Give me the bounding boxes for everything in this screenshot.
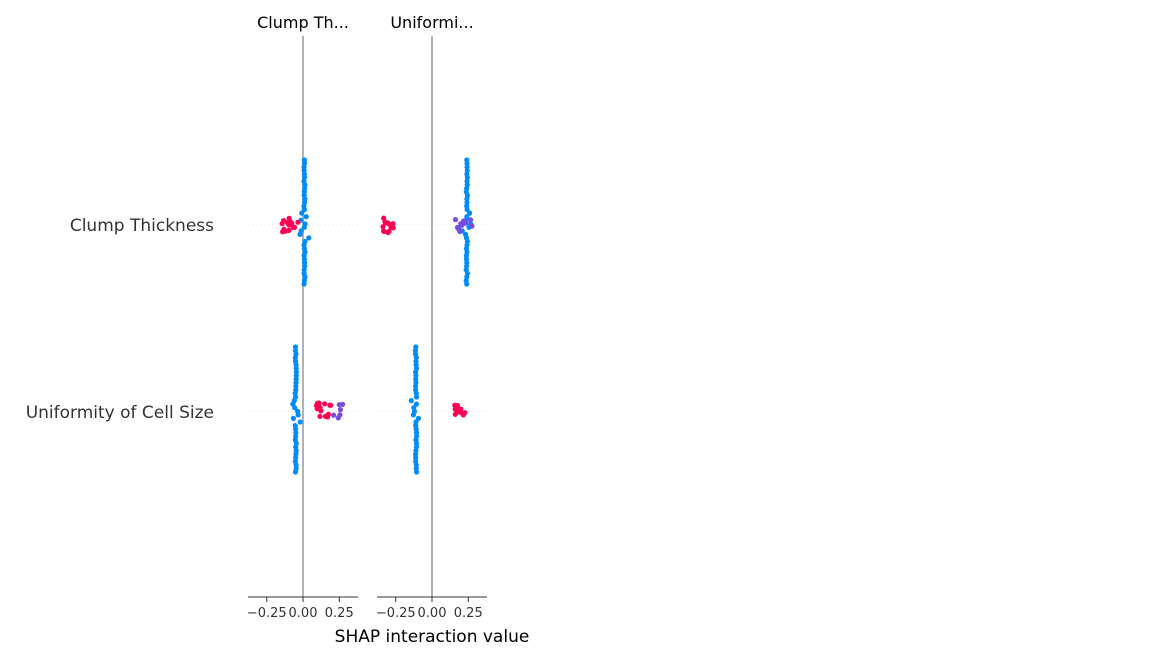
data-point [390, 221, 396, 227]
panel-clump-thickness: Clump Th... −0.25 0.00 0.25 [247, 13, 358, 621]
data-point [303, 214, 309, 220]
data-point [286, 215, 292, 221]
data-point [381, 228, 387, 234]
data-point [468, 217, 474, 223]
data-point [290, 224, 296, 230]
data-point [459, 222, 465, 228]
data-point [410, 412, 416, 418]
panel-dots [279, 157, 346, 475]
data-point [306, 235, 312, 241]
data-point [295, 412, 301, 418]
data-point [336, 402, 342, 408]
data-point [279, 221, 285, 227]
data-point [458, 406, 464, 412]
data-point [413, 401, 419, 407]
data-point [467, 210, 473, 216]
x-ticks: −0.25 0.00 0.25 [376, 597, 483, 621]
data-point [452, 402, 458, 408]
x-tick-label: 0.25 [454, 606, 483, 621]
x-tick-label: −0.25 [247, 606, 287, 621]
data-point [460, 412, 466, 418]
data-point [452, 406, 458, 412]
data-point [414, 469, 420, 475]
data-point [295, 219, 301, 225]
data-point [292, 405, 298, 411]
x-tick-label: −0.25 [376, 606, 416, 621]
data-point [316, 400, 322, 406]
data-point [337, 407, 343, 413]
data-point [317, 405, 323, 411]
data-point [331, 412, 337, 418]
feature-label-uniformity-of-cell-size: Uniformity of Cell Size [26, 403, 214, 423]
data-point [390, 225, 396, 231]
data-point [380, 224, 386, 230]
data-point [286, 227, 292, 233]
data-point [292, 469, 299, 475]
data-point [322, 401, 328, 407]
data-point [464, 281, 470, 287]
panel-dots [380, 157, 475, 475]
data-point [297, 419, 303, 425]
data-point [293, 369, 299, 375]
data-point [317, 413, 323, 419]
feature-label-clump-thickness: Clump Thickness [70, 216, 214, 236]
data-point [335, 415, 341, 421]
x-axis-title: SHAP interaction value [335, 627, 530, 647]
data-point [461, 218, 467, 224]
data-point [322, 413, 328, 419]
data-point [457, 228, 463, 235]
x-tick-label: 0.00 [418, 606, 447, 621]
data-point [469, 223, 475, 229]
x-tick-label: 0.00 [289, 606, 318, 621]
data-point [299, 210, 305, 216]
data-point [301, 281, 307, 287]
panel-title: Clump Th... [257, 13, 349, 32]
data-point [290, 415, 296, 421]
data-point [413, 394, 420, 400]
x-ticks: −0.25 0.00 0.25 [247, 597, 354, 621]
panel-uniformity: Uniformi... −0.25 0.00 0.25 [376, 13, 487, 621]
data-point [286, 221, 292, 227]
data-point [327, 402, 333, 408]
data-point [385, 229, 391, 236]
x-tick-label: 0.25 [325, 606, 354, 621]
data-point [297, 231, 303, 237]
data-point [452, 411, 458, 417]
feature-labels: Clump Thickness Uniformity of Cell Size [26, 216, 214, 423]
data-point [408, 398, 414, 404]
panel-title: Uniformi... [390, 13, 473, 32]
data-point [301, 224, 307, 230]
data-point [452, 217, 459, 223]
